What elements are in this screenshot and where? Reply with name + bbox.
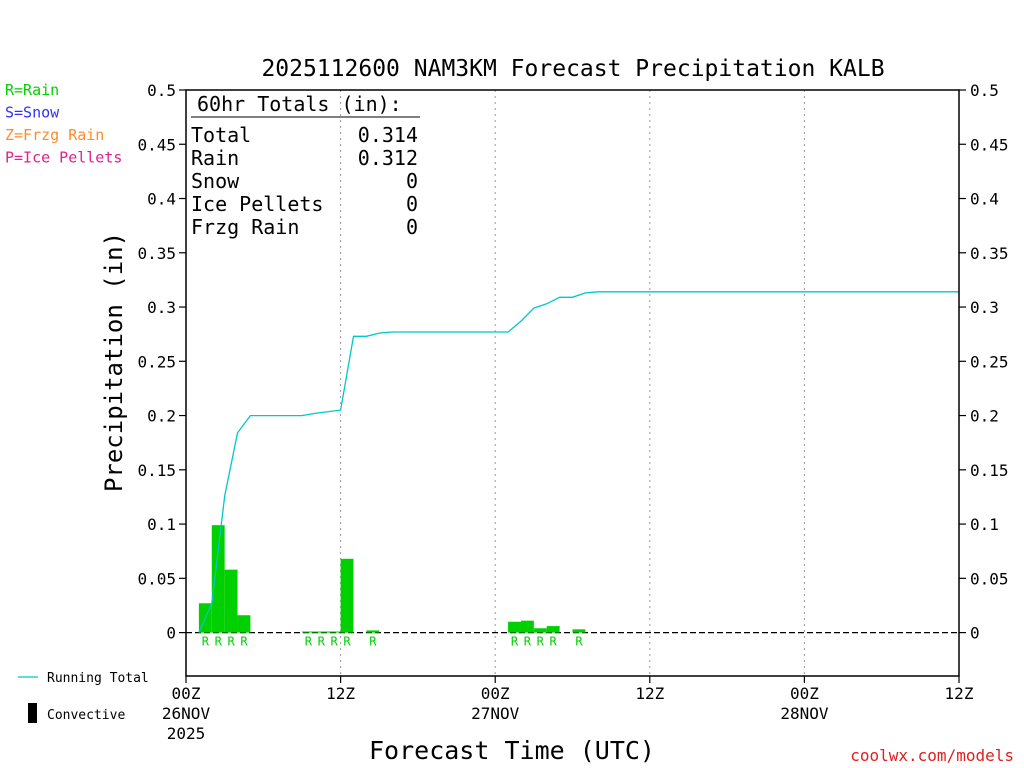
precip-type-letter: R xyxy=(331,635,339,649)
precip-type-letter: R xyxy=(369,635,377,649)
y-tick-label: 0.5 xyxy=(147,81,176,100)
y-tick-label-right: 0.05 xyxy=(970,569,1009,588)
y-tick-label: 0 xyxy=(166,624,176,643)
precip-bar xyxy=(520,620,534,633)
precip-bar xyxy=(224,569,238,633)
precip-type-letter: R xyxy=(305,635,313,649)
precip-type-legend-item: S=Snow xyxy=(5,104,60,122)
precip-type-letter: R xyxy=(318,635,326,649)
convective-legend-label: Convective xyxy=(47,708,125,723)
totals-row-label: Snow xyxy=(191,169,240,193)
precip-bar xyxy=(211,525,225,633)
precip-bar xyxy=(533,628,547,633)
precip-type-letter: R xyxy=(550,635,558,649)
totals-row-value: 0 xyxy=(406,192,418,216)
precip-type-letter: R xyxy=(524,635,532,649)
y-tick-label-right: 0.2 xyxy=(970,407,999,426)
precip-bar xyxy=(327,631,341,633)
y-tick-label: 0.2 xyxy=(147,407,176,426)
precip-type-letter: R xyxy=(537,635,545,649)
precip-type-letter: R xyxy=(240,635,248,649)
precip-bar xyxy=(366,630,380,633)
precip-type-legend-item: P=Ice Pellets xyxy=(5,149,122,167)
chart-title: 2025112600 NAM3KM Forecast Precipitation… xyxy=(261,56,884,82)
y-tick-label: 0.25 xyxy=(137,352,176,371)
y-tick-label-right: 0.45 xyxy=(970,135,1009,154)
totals-row-label: Frzg Rain xyxy=(191,215,299,239)
y-tick-label-right: 0.3 xyxy=(970,298,999,317)
x-tick-label: 00Z xyxy=(481,684,510,703)
y-axis-label: Precipitation (in) xyxy=(100,232,128,492)
x-tick-label: 00Z xyxy=(790,684,819,703)
x-tick-date: 26NOV xyxy=(162,704,211,723)
y-tick-label: 0.45 xyxy=(137,135,176,154)
y-tick-label: 0.4 xyxy=(147,190,176,209)
y-tick-label-right: 0.5 xyxy=(970,81,999,100)
precip-type-letter: R xyxy=(202,635,210,649)
precip-bar xyxy=(508,621,521,633)
totals-row-label: Total xyxy=(191,123,251,147)
plot-frame xyxy=(185,89,960,677)
y-tick-label-right: 0.4 xyxy=(970,190,999,209)
precip-type-legend-item: Z=Frzg Rain xyxy=(5,126,104,144)
totals-row-label: Rain xyxy=(191,146,239,170)
running-total-line xyxy=(198,291,959,633)
precip-type-letter: R xyxy=(511,635,519,649)
x-tick-label: 12Z xyxy=(945,684,974,703)
precip-type-letter: R xyxy=(227,635,235,649)
precip-type-letter: R xyxy=(343,635,351,649)
x-tick-date: 28NOV xyxy=(780,704,829,723)
totals-row-value: 0.312 xyxy=(358,146,418,170)
x-axis-label: Forecast Time (UTC) xyxy=(369,736,655,765)
totals-box: 60hr Totals (in): Total 0.314 Rain 0.312 Sno… xyxy=(191,92,420,239)
precip-bar xyxy=(546,626,560,633)
x-tick-year: 2025 xyxy=(167,724,206,743)
precip-bar xyxy=(314,631,328,633)
precip-type-letter: R xyxy=(215,635,223,649)
y-tick-label: 0.35 xyxy=(137,244,176,263)
totals-row-label: Ice Pellets xyxy=(191,192,323,216)
precip-bars xyxy=(198,525,586,633)
y-tick-label-right: 0.1 xyxy=(970,515,999,534)
precip-bar xyxy=(237,615,251,633)
totals-row-value: 0 xyxy=(406,215,418,239)
precip-bar xyxy=(572,629,586,633)
precip-bar xyxy=(340,558,354,633)
y-axis-left: 0.5 0.45 0.4 0.35 0.3 0.25 0.2 0.15 0.1 0.05 0 xyxy=(137,81,186,643)
credit-text: coolwx.com/models xyxy=(850,746,1014,765)
totals-row-value: 0 xyxy=(406,169,418,193)
totals-row-value: 0.314 xyxy=(358,123,418,147)
x-tick-date: 27NOV xyxy=(471,704,520,723)
convective-legend-swatch xyxy=(28,703,37,723)
precip-type-letter: R xyxy=(575,635,583,649)
y-tick-label: 0.05 xyxy=(137,569,176,588)
y-tick-label: 0.15 xyxy=(137,461,176,480)
totals-header: 60hr Totals (in): xyxy=(197,92,402,116)
y-tick-label-right: 0.15 xyxy=(970,461,1009,480)
y-tick-label: 0.3 xyxy=(147,298,176,317)
precip-type-legend: R=Rain S=Snow Z=Frzg Rain P=Ice Pellets xyxy=(5,81,122,167)
y-tick-label-right: 0.25 xyxy=(970,352,1009,371)
x-tick-label: 00Z xyxy=(172,684,201,703)
grid-lines xyxy=(340,90,805,676)
precip-bar xyxy=(301,631,315,633)
x-tick-label: 12Z xyxy=(635,684,664,703)
x-tick-label: 12Z xyxy=(326,684,355,703)
y-tick-label-right: 0 xyxy=(970,624,980,643)
y-tick-label-right: 0.35 xyxy=(970,244,1009,263)
y-tick-label: 0.1 xyxy=(147,515,176,534)
running-total-legend-label: Running Total xyxy=(47,671,149,686)
precip-type-legend-item: R=Rain xyxy=(5,81,59,99)
y-axis-right: 0.5 0.45 0.4 0.35 0.3 0.25 0.2 0.15 0.1 0.05 0 xyxy=(959,81,1009,643)
